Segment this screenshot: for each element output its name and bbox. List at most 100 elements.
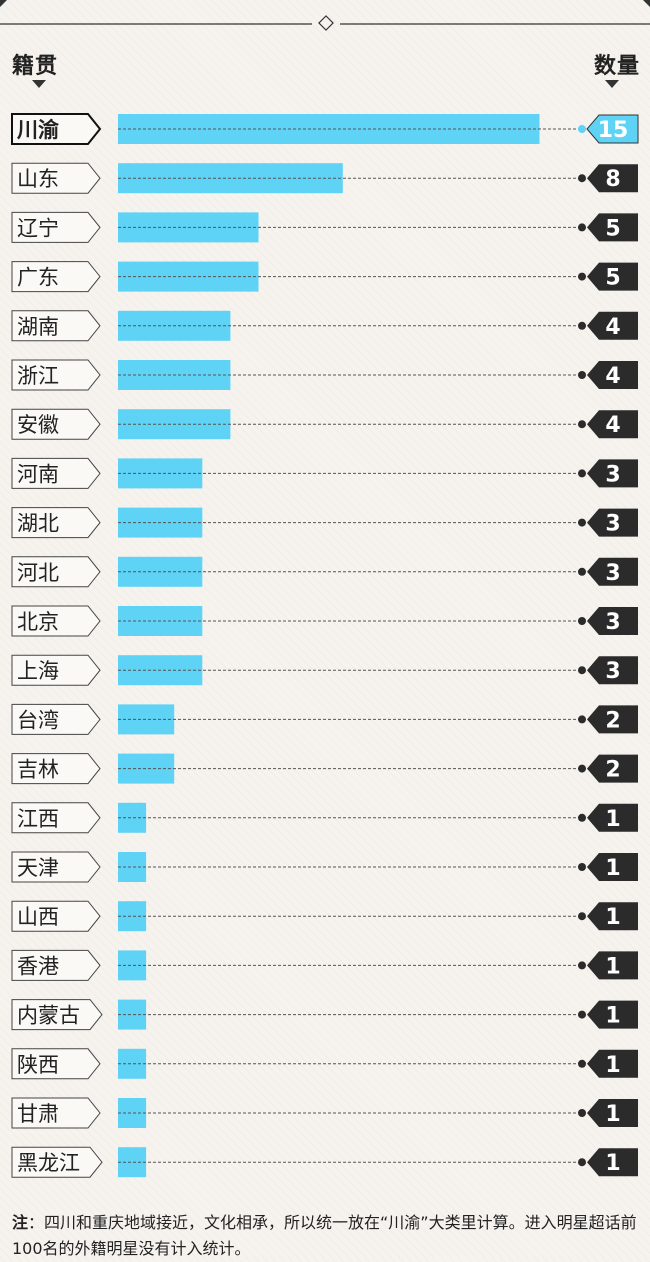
category-label: 辽宁 [17, 216, 59, 240]
leader-dot [578, 518, 586, 527]
category-tag [11, 556, 101, 588]
leader-dot [578, 223, 586, 232]
category-label: 山西 [17, 905, 59, 929]
value-badge [587, 1049, 638, 1078]
category-label: 内蒙古 [17, 1004, 80, 1028]
category-label: 甘肃 [17, 1102, 59, 1126]
category-tag [11, 949, 101, 981]
value-label: 1 [605, 1102, 620, 1127]
category-label: 北京 [17, 610, 59, 634]
value-badge [587, 1000, 638, 1029]
value-badge [587, 459, 638, 488]
leader-dot [578, 321, 586, 330]
leader-dot [578, 863, 586, 871]
bar [118, 852, 147, 882]
category-tag [11, 261, 101, 293]
category-tag [11, 1048, 101, 1080]
leader-dot [578, 272, 586, 281]
category-label: 黑龙江 [17, 1151, 80, 1175]
value-label: 2 [605, 708, 620, 733]
bar [118, 950, 147, 981]
value-badge [587, 213, 638, 242]
category-label: 吉林 [17, 758, 59, 782]
value-badge [587, 951, 638, 980]
category-label: 安徽 [17, 413, 59, 437]
category-label: 河南 [17, 462, 59, 486]
category-label: 陕西 [17, 1053, 59, 1077]
leader-dot [578, 764, 586, 773]
value-label: 5 [605, 266, 620, 291]
value-badge [587, 656, 638, 685]
leader-dot [578, 813, 586, 822]
category-label: 台湾 [17, 708, 59, 732]
value-badge [587, 1099, 638, 1127]
value-badge [587, 803, 638, 832]
bar [118, 1048, 147, 1079]
category-label: 川渝 [16, 118, 60, 142]
category-label: 浙江 [17, 364, 59, 388]
bar [118, 1147, 147, 1178]
category-tag [11, 507, 101, 539]
category-tag [11, 605, 101, 637]
value-label: 1 [605, 856, 620, 881]
axis-label-right: 数量 [593, 54, 640, 79]
value-badge [587, 607, 638, 635]
category-label: 山东 [17, 167, 59, 191]
value-badge [587, 705, 638, 734]
category-label: 湖南 [17, 315, 59, 339]
top-divider [0, 0, 650, 31]
value-badge [587, 311, 638, 340]
value-badge [587, 361, 638, 389]
category-tag [11, 802, 101, 834]
value-label: 3 [605, 512, 620, 537]
leader-dot [578, 469, 586, 478]
footnote: 注：四川和重庆地域接近，文化相承，所以统一放在“川渝”大类里计算。进入明星超话前… [12, 1210, 642, 1262]
category-label: 广东 [17, 266, 59, 290]
divider-diamond-icon [318, 15, 334, 31]
category-tag [11, 703, 101, 735]
down-arrow-icon [605, 80, 619, 88]
category-label: 上海 [17, 659, 59, 683]
axis-label-left: 籍贯 [12, 54, 59, 79]
category-tag [11, 113, 102, 145]
category-tag [11, 359, 101, 391]
value-label: 1 [605, 905, 620, 930]
value-label: 1 [605, 1151, 620, 1176]
value-badge [587, 164, 638, 193]
footnote-prefix: 注 [12, 1213, 29, 1232]
value-label: 8 [605, 167, 620, 192]
leader-dot [578, 961, 586, 970]
value-badge [587, 1148, 638, 1177]
category-tag [11, 1146, 103, 1178]
leader-dot [578, 1109, 586, 1117]
category-tag [11, 162, 101, 194]
value-label: 3 [605, 462, 620, 487]
category-label: 湖北 [17, 512, 59, 536]
value-badge [587, 557, 638, 586]
leader-dot [578, 1010, 586, 1019]
category-tag [11, 408, 101, 440]
leader-dot [578, 1158, 586, 1167]
category-tag [11, 851, 101, 883]
bar [118, 802, 147, 833]
leader-dot [578, 420, 586, 429]
value-badge [587, 508, 638, 537]
value-label: 5 [605, 216, 620, 241]
category-label: 天津 [17, 856, 59, 880]
category-tag [11, 753, 101, 785]
leader-dot [578, 567, 586, 576]
category-label: 河北 [17, 561, 59, 585]
bar [118, 999, 147, 1030]
leader-dot [578, 1059, 586, 1068]
category-tag [11, 999, 103, 1031]
value-label: 4 [605, 364, 620, 389]
leader-dot [578, 371, 586, 379]
value-label: 1 [605, 1053, 620, 1078]
category-tag [11, 1097, 101, 1129]
category-label: 江西 [17, 807, 59, 831]
leader-dot [578, 174, 586, 183]
category-label: 香港 [17, 954, 59, 978]
value-label: 1 [605, 954, 620, 979]
value-label: 3 [605, 610, 620, 635]
category-tag [11, 900, 101, 932]
